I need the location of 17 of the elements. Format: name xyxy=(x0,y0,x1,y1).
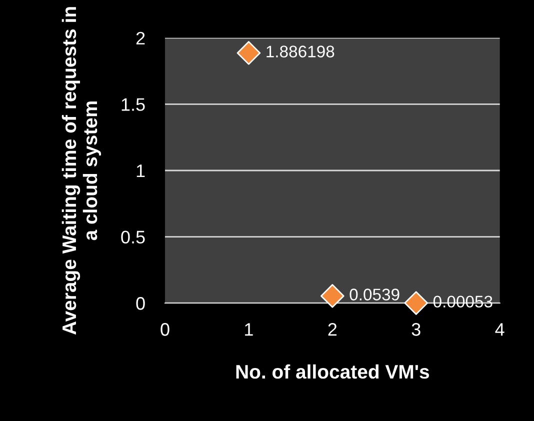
x-tick-label: 2 xyxy=(328,323,337,336)
point xyxy=(320,284,344,308)
y-axis-title: Average Waiting time of requests in a cloud system xyxy=(62,7,102,335)
y-tick-label: 1.5 xyxy=(122,98,145,111)
data-label: 0.0539 xyxy=(350,288,400,300)
x-tick-label: 4 xyxy=(495,323,504,336)
data-label: 1.886198 xyxy=(266,46,334,58)
point xyxy=(404,291,428,315)
x-tick-label: 1 xyxy=(245,323,253,336)
point xyxy=(236,41,261,65)
x-tick-label: 0 xyxy=(160,323,170,336)
x-tick-label: 3 xyxy=(412,323,420,336)
y-tick-label: 0 xyxy=(136,297,145,310)
y-tick-label: 0.5 xyxy=(121,230,145,244)
y-tick-label: 2 xyxy=(136,32,145,44)
x-axis-title: No. of allocated VM's xyxy=(236,364,430,379)
y-tick-label: 1 xyxy=(136,164,145,178)
